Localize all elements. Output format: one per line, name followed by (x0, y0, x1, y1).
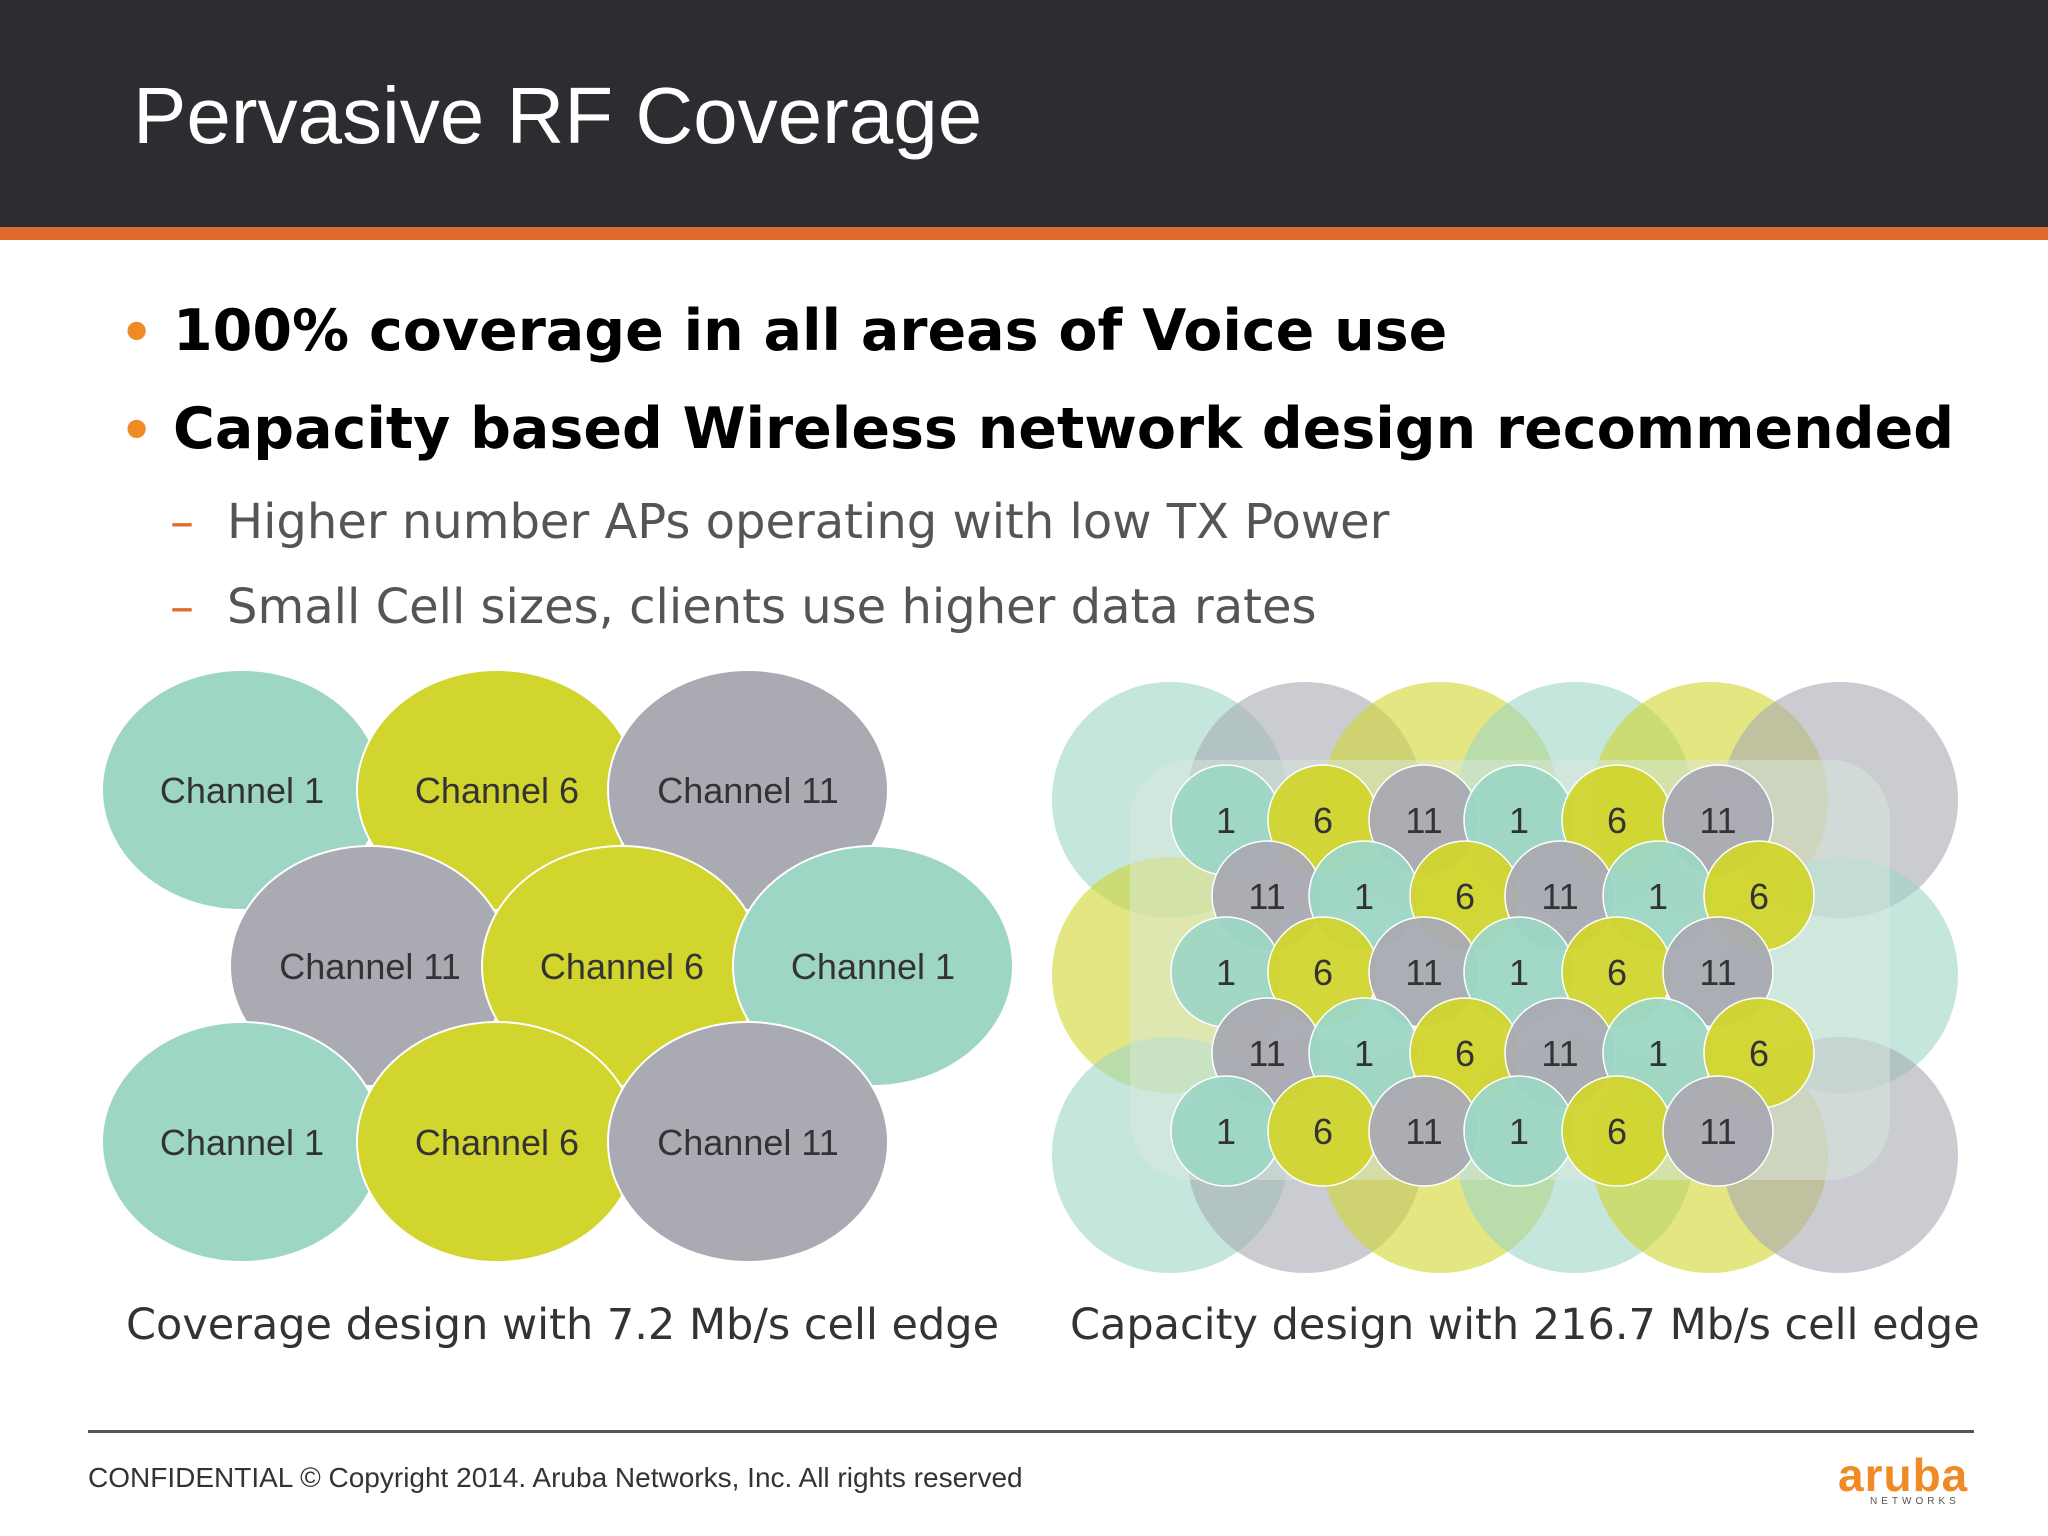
coverage-cell-label: Channel 11 (657, 1122, 838, 1163)
coverage-cell-label: Channel 11 (657, 770, 838, 811)
capacity-cell-label: 1 (1509, 800, 1529, 841)
capacity-cell-label: 1 (1509, 952, 1529, 993)
logo-wordmark: aruba (1838, 1449, 1969, 1501)
aruba-logo: aruba NETWORKS (1838, 1448, 1988, 1508)
capacity-cell-label: 11 (1248, 876, 1285, 917)
capacity-cell-label: 6 (1313, 800, 1333, 841)
footer-rule (88, 1430, 1974, 1433)
coverage-cell-label: Channel 1 (160, 770, 324, 811)
capacity-cell-label: 6 (1455, 1033, 1475, 1074)
sub-bullet-marker: – (170, 579, 194, 635)
capacity-cell-label: 11 (1699, 952, 1736, 993)
bullet-text: 100% coverage in all areas of Voice use (173, 298, 1448, 364)
capacity-cell-label: 1 (1216, 800, 1236, 841)
capacity-cell (1662, 1075, 1774, 1187)
capacity-cell-label: 11 (1699, 1111, 1736, 1152)
capacity-cell-label: 11 (1248, 1033, 1285, 1074)
capacity-cell-label: 6 (1749, 876, 1769, 917)
coverage-cell-label: Channel 1 (160, 1122, 324, 1163)
capacity-cell-label: 6 (1455, 876, 1475, 917)
coverage-caption: Coverage design with 7.2 Mb/s cell edge (126, 1300, 1000, 1350)
bullet-marker: • (120, 401, 154, 461)
bullet-text: Capacity based Wireless network design r… (173, 396, 1955, 462)
capacity-cell-label: 6 (1749, 1033, 1769, 1074)
sub-bullet-text: Small Cell sizes, clients use higher dat… (227, 579, 1317, 635)
title-bar: Pervasive RF Coverage (0, 0, 2048, 227)
capacity-cell-label: 6 (1607, 1111, 1627, 1152)
capacity-cell-label: 11 (1541, 1033, 1578, 1074)
capacity-cell-label: 1 (1354, 876, 1374, 917)
sub-bullet-marker: – (170, 494, 194, 550)
capacity-cell-label: 1 (1509, 1111, 1529, 1152)
sub-bullet-item: – Higher number APs operating with low TX… (170, 494, 1389, 550)
coverage-cell-label: Channel 1 (791, 946, 955, 987)
coverage-cell-label: Channel 6 (540, 946, 704, 987)
capacity-cell-label: 1 (1216, 1111, 1236, 1152)
capacity-cell-label: 11 (1405, 1111, 1442, 1152)
capacity-cell-label: 11 (1405, 952, 1442, 993)
sub-bullet-text: Higher number APs operating with low TX … (227, 494, 1390, 550)
bullet-item: • 100% coverage in all areas of Voice use (120, 298, 1447, 364)
coverage-cell (607, 1021, 889, 1263)
coverage-diagram: Channel 1 Channel 6 Channel 11 Channel 11 Ch… (101, 669, 1014, 1263)
slide-title: Pervasive RF Coverage (133, 71, 983, 160)
capacity-cell-label: 6 (1607, 800, 1627, 841)
capacity-cell-label: 6 (1607, 952, 1627, 993)
header-accent-rule (0, 227, 2048, 240)
coverage-cell-label: Channel 6 (415, 770, 579, 811)
capacity-cell-label: 11 (1699, 800, 1736, 841)
capacity-cell-label: 6 (1313, 952, 1333, 993)
coverage-cell-label: Channel 11 (279, 946, 460, 987)
capacity-caption: Capacity design with 216.7 Mb/s cell edg… (1070, 1300, 1980, 1350)
bullet-marker: • (120, 303, 154, 363)
capacity-cell-label: 1 (1216, 952, 1236, 993)
capacity-cell-label: 11 (1541, 876, 1578, 917)
sub-bullet-item: – Small Cell sizes, clients use higher da… (170, 579, 1317, 635)
capacity-cell-label: 1 (1648, 876, 1668, 917)
bullet-item: • Capacity based Wireless network design … (120, 396, 1954, 462)
capacity-cell-label: 1 (1354, 1033, 1374, 1074)
capacity-cell-label: 11 (1405, 800, 1442, 841)
coverage-cell-label: Channel 6 (415, 1122, 579, 1163)
logo-subtext: NETWORKS (1870, 1496, 1960, 1507)
capacity-cell-label: 6 (1313, 1111, 1333, 1152)
capacity-cell-label: 1 (1648, 1033, 1668, 1074)
copyright-text: CONFIDENTIAL © Copyright 2014. Aruba Net… (88, 1462, 1023, 1493)
